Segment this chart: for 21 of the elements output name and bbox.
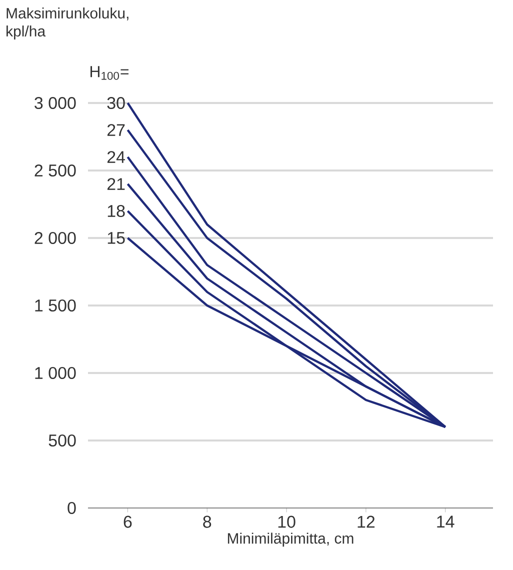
x-tick-label: 12	[358, 516, 375, 528]
y-tick-label: 3 000	[34, 96, 76, 110]
legend-title: H$_{100}$=	[90, 66, 128, 80]
x-tick-label: 8	[203, 516, 212, 528]
y-axis-title: Maksimirunkoluku, kpl/ha	[6, 8, 128, 40]
y-tick-label: 0	[68, 502, 76, 514]
x-tick-label: 14	[437, 516, 454, 528]
series-label: 30	[107, 96, 125, 110]
x-tick-label: 10	[278, 516, 296, 528]
series-label: 21	[107, 178, 125, 190]
y-tick-label: 1 500	[35, 299, 76, 312]
series-label: 18	[108, 204, 125, 218]
y-tick-label: 2 500	[34, 164, 76, 177]
y-tick-label: 500	[48, 434, 76, 447]
series-label: 27	[107, 124, 125, 136]
series-label: 24	[107, 151, 125, 163]
y-tick-label: 2 000	[34, 232, 76, 244]
x-axis-title: Minimiläpimitta, cm	[228, 532, 354, 547]
x-tick-label: 6	[124, 516, 132, 528]
series-label: 15	[108, 232, 125, 244]
y-tick-label: 1 000	[35, 366, 76, 380]
